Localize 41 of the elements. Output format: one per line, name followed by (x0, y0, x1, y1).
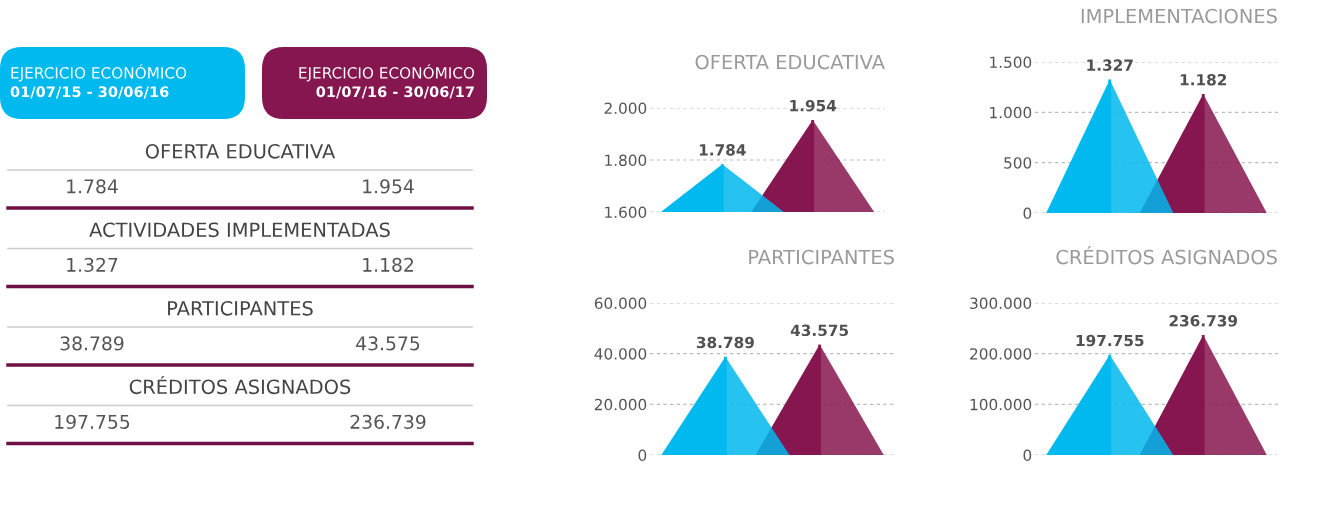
text: 38.789 (60, 336, 124, 351)
text: ACTIVIDADES IMPLEMENTADAS (89, 222, 390, 238)
text: 1.784 (67, 179, 118, 194)
data-label: 236.739 (1169, 314, 1238, 327)
text: EJERCICIO ECONÓMICO 01/07/16 - 30/06/17 (299, 64, 475, 99)
chart-title: CRÉDITOS ASIGNADOS (1056, 246, 1277, 265)
data-label: 43.575 (790, 324, 849, 337)
y-tick-label: 1.500 (990, 56, 1032, 69)
text: 236.739 (350, 414, 426, 429)
text: 1.954 (363, 179, 414, 194)
y-tick-label: 0 (638, 449, 647, 462)
y-tick-label: 1.800 (605, 154, 647, 167)
y-tick-label: 20.000 (594, 398, 647, 411)
y-tick-label: 100.000 (970, 398, 1032, 411)
text: OFERTA EDUCATIVA (145, 143, 336, 159)
text: 1.182 (363, 257, 413, 272)
data-label: 1.784 (699, 144, 746, 156)
data-label: 38.789 (696, 336, 754, 349)
text: 43.575 (356, 336, 420, 351)
y-tick-label: 2.000 (604, 102, 647, 115)
y-tick-label: 0 (1023, 449, 1032, 462)
text: EJERCICIO ECONÓMICO 01/07/15 - 30/06/16 (10, 64, 187, 99)
text: 197.755 (55, 414, 130, 429)
y-tick-label: 0 (1023, 207, 1032, 220)
text: 1.327 (67, 257, 118, 272)
y-tick-label: 500 (1004, 157, 1032, 169)
text: PARTICIPANTES (168, 300, 313, 316)
chart-title: PARTICIPANTES (749, 249, 894, 265)
y-tick-label: 1.000 (990, 106, 1032, 119)
data-label: 1.954 (790, 99, 837, 112)
chart-title: OFERTA EDUCATIVA (695, 54, 885, 70)
y-tick-label: 300.000 (970, 297, 1032, 310)
y-tick-label: 200.000 (970, 348, 1032, 360)
text: CRÉDITOS ASIGNADOS (129, 375, 351, 395)
y-tick-label: 1.600 (605, 206, 647, 219)
data-label: 1.182 (1180, 73, 1227, 86)
data-label: 1.327 (1087, 59, 1133, 71)
y-tick-label: 40.000 (594, 348, 647, 360)
data-label: 197.755 (1076, 334, 1144, 347)
chart-title: IMPLEMENTACIONES (1081, 8, 1277, 24)
y-tick-label: 60.000 (594, 297, 647, 310)
